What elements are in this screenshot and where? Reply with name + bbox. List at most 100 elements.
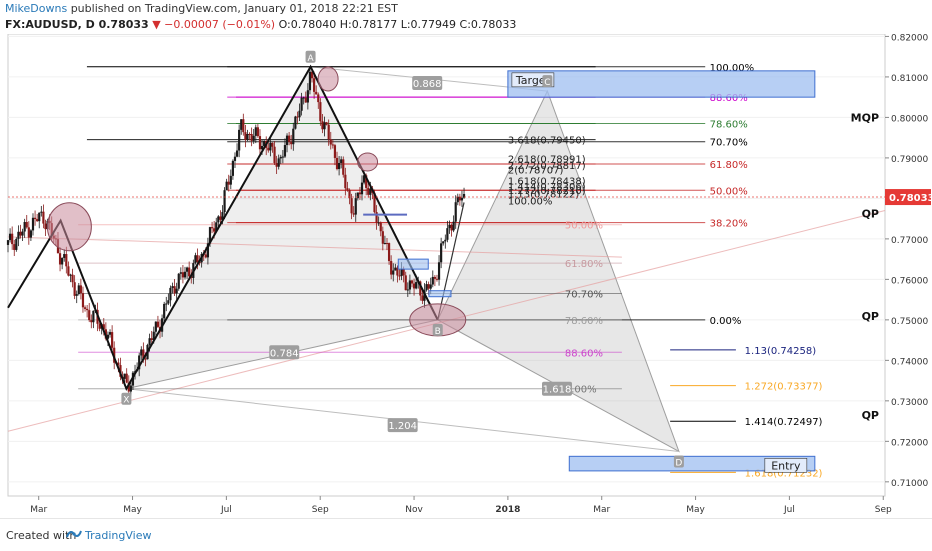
candle-body bbox=[444, 239, 447, 242]
fib-right-label: 78.60% bbox=[710, 119, 748, 130]
ratio-label: 0.784 bbox=[270, 348, 299, 359]
point-tag bbox=[542, 75, 553, 88]
candle-body bbox=[460, 197, 464, 201]
candle-body bbox=[404, 275, 407, 291]
candle-body bbox=[296, 116, 299, 118]
price-change: ▼ −0.00007 (−0.01%) bbox=[152, 18, 276, 31]
extension-label: 1.13(0.78122) bbox=[508, 190, 580, 201]
point-label: A bbox=[307, 54, 314, 64]
side-label: QP bbox=[862, 409, 879, 422]
candle-body bbox=[77, 285, 80, 295]
candle-body bbox=[117, 362, 120, 366]
retrace-label: 70.70% bbox=[565, 290, 603, 301]
candle-body bbox=[362, 175, 366, 183]
candle-body bbox=[233, 156, 237, 161]
candle-body bbox=[250, 133, 253, 141]
candle-body bbox=[163, 303, 166, 319]
candle-body bbox=[204, 254, 207, 258]
candle-body bbox=[313, 78, 316, 92]
candle-body bbox=[319, 102, 322, 122]
candle-body bbox=[19, 231, 22, 236]
candle-body bbox=[356, 192, 359, 199]
candle-body bbox=[185, 267, 189, 272]
candle-body bbox=[279, 156, 282, 159]
candle-body bbox=[165, 303, 168, 305]
candle-body bbox=[23, 222, 26, 232]
candle-body bbox=[344, 174, 347, 189]
candle-body bbox=[31, 217, 35, 231]
candle-body bbox=[302, 97, 305, 99]
chart-area[interactable]: 0.71000 0.72000 0.73000 0.74000 0.75000 0.760… bbox=[0, 33, 932, 518]
plot-background bbox=[7, 33, 886, 497]
target-level-label: 1.13(0.74258) bbox=[745, 346, 817, 357]
candle-body bbox=[325, 122, 328, 125]
retrace-label: 50.00% bbox=[565, 221, 603, 232]
candle-body bbox=[346, 188, 349, 190]
published-text: published on TradingView.com, January 01… bbox=[70, 2, 398, 15]
x-tick-label: Jul bbox=[220, 505, 232, 515]
point-tag bbox=[305, 50, 316, 63]
y-tick-label: 0.82000 bbox=[891, 34, 928, 43]
candle-body bbox=[42, 211, 45, 224]
candle-body bbox=[292, 128, 295, 145]
candle-body bbox=[38, 212, 41, 222]
candle-body bbox=[229, 175, 232, 185]
candle-body bbox=[452, 221, 455, 231]
pattern-circle bbox=[317, 66, 339, 92]
candle-body bbox=[331, 144, 334, 146]
candle-body bbox=[248, 133, 251, 135]
candle-body bbox=[415, 282, 418, 289]
candle-body bbox=[390, 261, 393, 275]
candle-body bbox=[329, 139, 332, 145]
candle-body bbox=[462, 194, 466, 198]
candle-body bbox=[410, 280, 414, 284]
candle-body bbox=[337, 163, 341, 170]
candle-body bbox=[348, 189, 351, 199]
price-chart[interactable]: 0.71000 0.72000 0.73000 0.74000 0.75000 0.760… bbox=[0, 33, 932, 518]
created-with-text: Created with bbox=[6, 529, 77, 542]
extension-label: 3.618(0.79450) bbox=[508, 136, 586, 147]
x-tick-label: Mar bbox=[593, 505, 610, 515]
y-tick-label: 0.73000 bbox=[891, 398, 928, 408]
candle-body bbox=[310, 71, 314, 79]
candle-body bbox=[8, 233, 12, 241]
retrace-label: 61.80% bbox=[565, 259, 603, 270]
chart-footer: Created with TradingView bbox=[0, 518, 932, 551]
candle-body bbox=[373, 192, 376, 213]
candle-body bbox=[448, 224, 451, 229]
tradingview-brand[interactable]: TradingView bbox=[85, 529, 152, 542]
point-label: D bbox=[675, 458, 682, 468]
candle-body bbox=[11, 233, 14, 245]
candle-body bbox=[315, 91, 318, 95]
side-label: MQP bbox=[851, 111, 879, 124]
candle-body bbox=[352, 213, 355, 215]
ohlc-values: O:0.78040 H:0.78177 L:0.77949 C:0.78033 bbox=[278, 18, 517, 31]
candle-body bbox=[365, 175, 368, 188]
x-tick-label: Mar bbox=[30, 505, 47, 515]
symbol-line: FX:AUDUSD, D 0.78033 bbox=[5, 18, 149, 31]
candle-body bbox=[375, 212, 378, 223]
entry-box bbox=[568, 455, 816, 472]
candle-body bbox=[15, 238, 18, 250]
candle-body bbox=[61, 257, 64, 265]
candle-body bbox=[67, 266, 70, 276]
candle-body bbox=[240, 119, 243, 130]
author-link[interactable]: MikeDowns bbox=[5, 2, 68, 15]
candle-body bbox=[275, 163, 278, 167]
candle-body bbox=[402, 268, 405, 276]
candle-body bbox=[429, 284, 432, 289]
y-tick-label: 0.79000 bbox=[891, 155, 928, 165]
candle-body bbox=[435, 278, 439, 280]
candle-body bbox=[65, 254, 68, 267]
extension-label: 1.618(0.78438) bbox=[508, 177, 586, 188]
y-tick-label: 0.81000 bbox=[891, 74, 928, 84]
candle-body bbox=[367, 187, 370, 195]
candle-body bbox=[73, 282, 76, 296]
current-price-label: 0.78033 bbox=[889, 193, 932, 204]
candle-body bbox=[431, 276, 434, 285]
fib-right-label: 100.00% bbox=[710, 63, 755, 74]
candle-body bbox=[219, 216, 222, 220]
candle-body bbox=[58, 253, 62, 265]
candle-body bbox=[215, 222, 218, 232]
candle-body bbox=[17, 231, 20, 239]
